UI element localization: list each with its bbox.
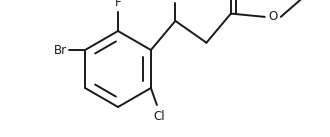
Text: O: O [269,10,278,23]
Text: OH: OH [166,0,184,1]
Text: Br: Br [54,44,67,56]
Text: F: F [115,0,121,9]
Text: Cl: Cl [153,110,165,123]
